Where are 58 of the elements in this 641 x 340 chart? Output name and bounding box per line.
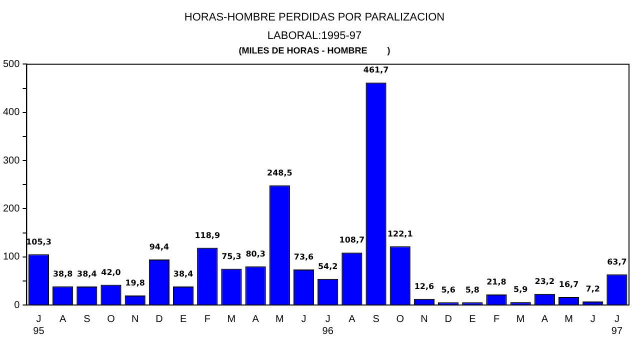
x-tick-label: D: [444, 314, 452, 325]
y-tick-label: 300: [2, 155, 20, 166]
data-label: 461,7: [363, 66, 389, 75]
x-tick-label: D: [156, 314, 163, 325]
y-tick-label: 0: [14, 300, 20, 311]
x-tick-label: M: [275, 314, 284, 325]
data-label: 5,8: [465, 285, 480, 294]
y-tick-label: 100: [2, 252, 20, 263]
x-tick-label: O: [396, 314, 404, 325]
data-label: 23,2: [534, 276, 555, 286]
x-tick-label: A: [252, 314, 260, 325]
chart-title: HORAS-HOMBRE PERDIDAS POR PARALIZACION LABORAL:1995-97: [184, 11, 445, 42]
x-tick-label: E: [180, 314, 187, 325]
x-tick-label: A: [59, 314, 66, 325]
x-tick-label: J 96: [322, 314, 334, 337]
data-label: 75,3: [222, 252, 242, 261]
x-tick-label: M: [516, 314, 525, 325]
x-tick-label: J 95: [33, 314, 45, 337]
data-label: 122,1: [387, 229, 414, 238]
data-label: 63,7: [607, 257, 627, 266]
data-label: 80,3: [246, 249, 266, 258]
data-label: 54,2: [318, 262, 338, 271]
data-label: 38,4: [173, 270, 194, 279]
x-tick-label: M: [227, 314, 236, 325]
data-label: 38,8: [52, 269, 74, 278]
x-tick-label: A: [348, 314, 356, 325]
data-label: 16,7: [558, 280, 579, 290]
data-label: 7,2: [586, 284, 600, 294]
chart-subtitle: (MILES DE HORAS - HOMBRE ): [238, 45, 390, 56]
data-label: 21,8: [486, 278, 507, 287]
data-label: 248,5: [267, 168, 293, 178]
data-label: 108,7: [339, 236, 365, 245]
x-tick-label: J: [590, 314, 596, 325]
data-label: 38,4: [77, 270, 98, 279]
y-tick-label: 500: [2, 58, 20, 70]
data-label: 19,8: [125, 278, 146, 288]
x-tick-label: S: [84, 314, 91, 325]
x-tick-label: N: [131, 314, 139, 325]
data-label: 94,4: [149, 242, 170, 252]
x-tick-label: F: [204, 314, 210, 325]
data-label: 73,6: [294, 252, 314, 262]
x-tick-label: S: [372, 314, 380, 325]
x-tick-label: J: [301, 314, 306, 325]
data-label: 12,6: [414, 282, 435, 292]
data-label: 105,3: [26, 237, 52, 246]
x-tick-label: M: [564, 314, 573, 325]
x-tick-label: E: [469, 314, 476, 325]
data-label: 118,9: [194, 230, 220, 240]
data-label: 42,0: [101, 268, 122, 277]
x-tick-label: A: [541, 314, 548, 325]
y-tick-label: 400: [2, 107, 20, 118]
x-tick-label: N: [420, 314, 428, 325]
data-label: 5,6: [441, 285, 456, 294]
x-tick-label: F: [493, 314, 500, 325]
x-tick-label: O: [107, 314, 116, 325]
y-tick-label: 200: [2, 203, 20, 214]
data-label: 5,9: [513, 285, 528, 294]
x-tick-label: J 97: [611, 314, 623, 337]
